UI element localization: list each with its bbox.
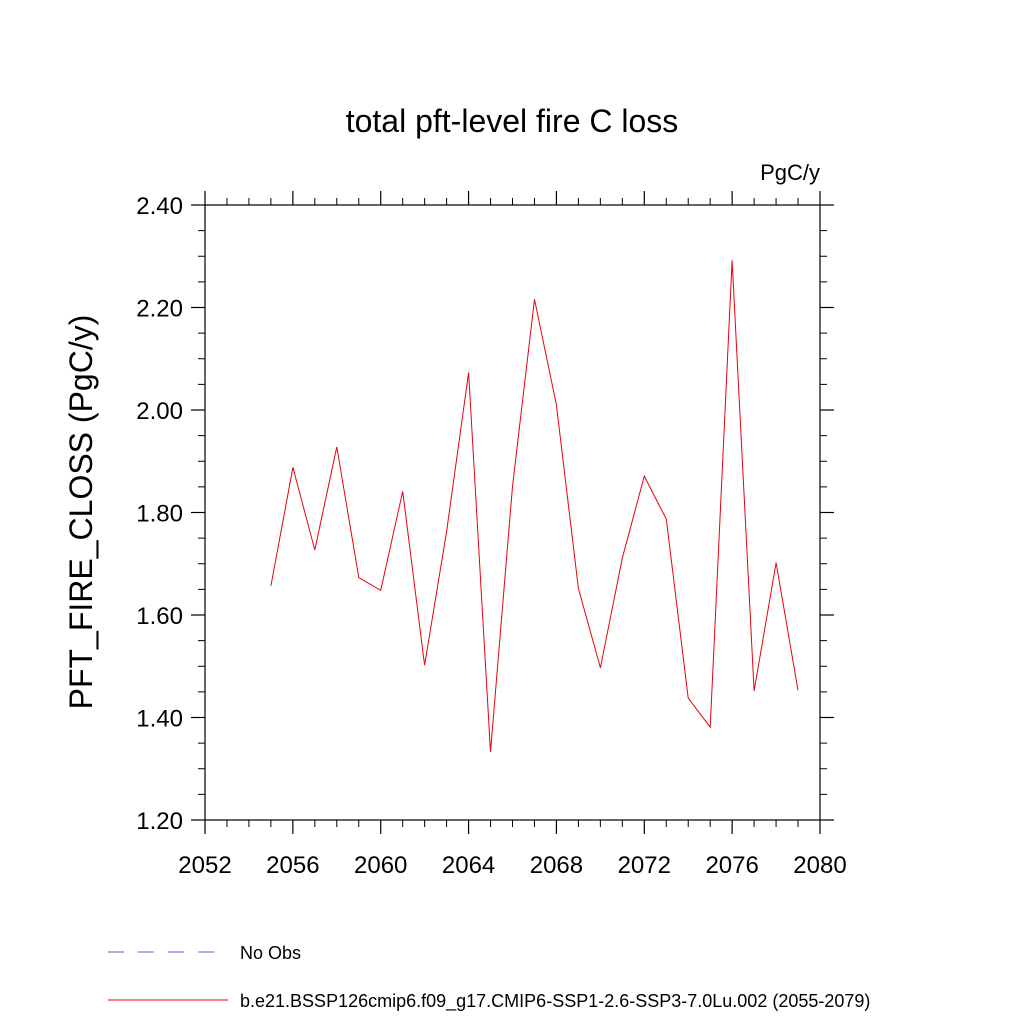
x-tick-label: 2072 [618, 852, 671, 879]
x-tick-label: 2064 [442, 852, 495, 879]
y-tick-label: 2.40 [136, 193, 183, 220]
legend-label: b.e21.BSSP126cmip6.f09_g17.CMIP6-SSP1-2.… [240, 991, 870, 1012]
y-tick-label: 2.20 [136, 296, 183, 323]
legend-label: No Obs [240, 943, 301, 963]
plot-frame [204, 204, 821, 821]
y-tick-label: 1.20 [136, 808, 183, 835]
legend: No Obs b.e21.BSSP126cmip6.f09_g17.CMIP6-S… [108, 943, 870, 1012]
x-tick-label: 2068 [530, 852, 583, 879]
y-tick-label: 1.60 [136, 603, 183, 630]
series-line [270, 260, 799, 752]
x-tick-label: 2076 [705, 852, 758, 879]
y-tick-label: 2.00 [136, 398, 183, 425]
y-axis-label: PFT_FIRE_CLOSS (PgC/y) [63, 315, 99, 710]
y-tick-label: 1.40 [136, 706, 183, 733]
x-tick-label: 2080 [793, 852, 846, 879]
x-tick-label: 2056 [266, 852, 319, 879]
chart-title: total pft-level fire C loss [346, 103, 679, 139]
units-label: PgC/y [760, 160, 820, 185]
axis-ticks: 2052 2056 2060 2064 2068 2072 2076 2080 1.20 1.40… [136, 191, 847, 879]
x-tick-label: 2052 [178, 852, 231, 879]
y-tick-label: 1.80 [136, 501, 183, 528]
series-layer [270, 260, 799, 752]
x-tick-label: 2060 [354, 852, 407, 879]
